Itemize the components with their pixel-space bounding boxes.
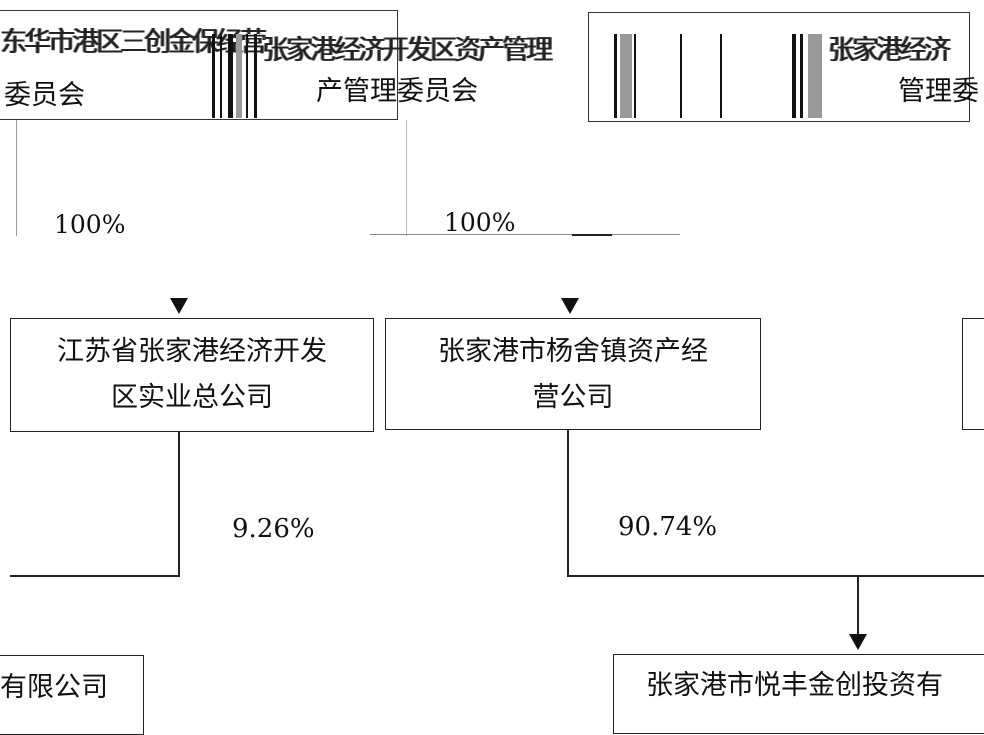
connector-kaifaqu-horizontal — [10, 575, 180, 577]
top-right-entity-title-fragment: 张家港经济 — [828, 35, 951, 66]
percent-label-left-top: 100% — [54, 210, 126, 234]
top-left-entity-title-fragment: 东华市港区三创金保经营 — [0, 27, 267, 58]
arrow-head-to-target — [849, 634, 867, 650]
entity-yangshe-line1: 张家港市杨舍镇资产经 — [438, 336, 708, 367]
arrow-head-to-kaifaqu — [170, 298, 188, 314]
entity-box-kaifaqu — [10, 318, 374, 432]
connector-yangshe-down — [567, 430, 569, 576]
entity-box-right-cropped — [962, 318, 984, 430]
percent-label-yangshe: 90.74% — [618, 512, 718, 542]
top-middle-entity-title-fragment: 张家港经济开发区资产管理 — [262, 35, 553, 66]
percent-label-middle-top: 100% — [444, 208, 516, 234]
entity-bottom-left-label: 有限公司 — [0, 672, 108, 703]
top-middle-entity-label: 产管理委员会 — [316, 76, 478, 107]
arrow-head-to-yangshe — [561, 298, 579, 314]
top-left-entity-box — [0, 10, 398, 120]
scan-artifact-right — [600, 34, 830, 118]
entity-box-yangshe — [385, 318, 761, 430]
top-right-entity-label: 管理委 — [898, 76, 979, 107]
connector-kaifaqu-down — [178, 432, 180, 576]
scan-artifact-left — [210, 34, 260, 118]
top-left-entity-label: 委员会 — [4, 80, 85, 111]
connector-horizontal-top-dark — [572, 234, 612, 236]
connector-horizontal-top — [370, 234, 680, 235]
connector-yangshe-horizontal — [567, 575, 984, 577]
entity-yangshe-line2: 营公司 — [532, 382, 614, 413]
top-right-entity-box — [588, 12, 970, 122]
entity-target-label: 张家港市悦丰金创投资有 — [646, 670, 943, 701]
connector-middle-top — [406, 120, 407, 236]
arrow-shaft-to-target — [857, 576, 859, 634]
entity-kaifaqu-line2: 区实业总公司 — [111, 382, 273, 413]
entity-kaifaqu-line1: 江苏省张家港经济开发 — [57, 336, 327, 367]
connector-left-top — [16, 120, 17, 236]
percent-label-kaifaqu: 9.26% — [232, 514, 315, 544]
